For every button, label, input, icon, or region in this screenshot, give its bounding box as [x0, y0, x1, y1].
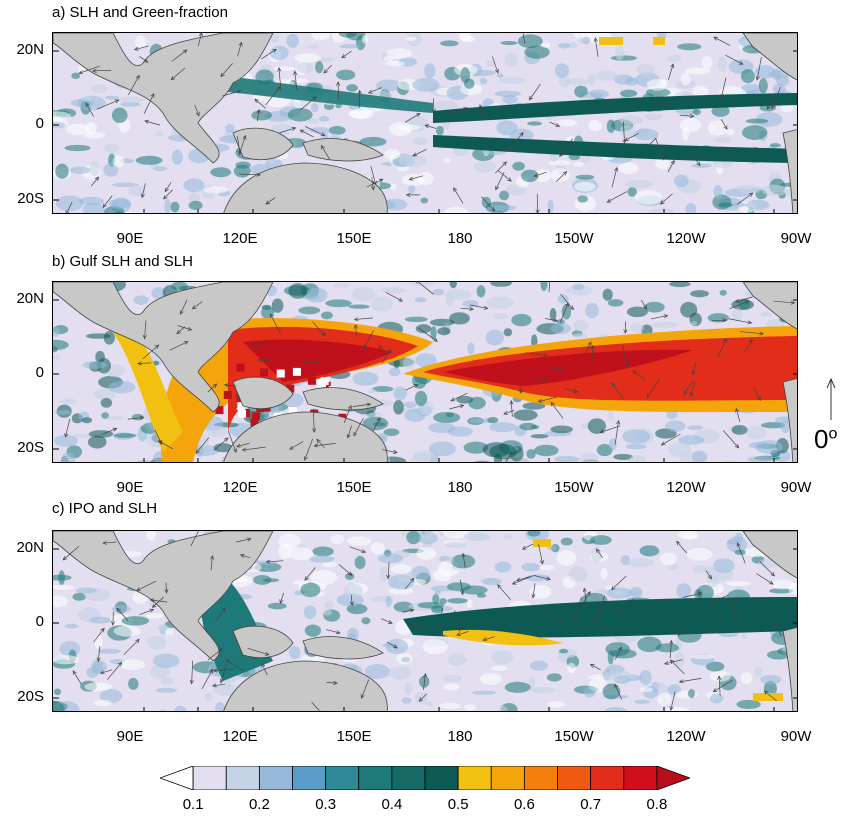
colorbar-swatch	[192, 766, 227, 790]
x-tick-label: 90W	[780, 230, 812, 247]
map-panel-c	[52, 530, 798, 712]
colorbar-tick-label: 0.5	[447, 796, 469, 813]
y-tick-label: 20S	[17, 439, 44, 456]
panel-b-title: b) Gulf SLH and SLH	[52, 253, 193, 270]
colorbar-swatch	[590, 766, 625, 790]
colorbar	[160, 766, 690, 790]
y-tick-label: 0	[35, 115, 44, 132]
x-tick-label: 90W	[780, 479, 812, 496]
x-tick-label: 150E	[336, 728, 372, 745]
colorbar-swatch	[490, 766, 525, 790]
colorbar-swatch	[623, 766, 658, 790]
y-tick-label: 20N	[16, 539, 44, 556]
colorbar-swatch	[523, 766, 558, 790]
x-tick-label: 120W	[666, 230, 706, 247]
colorbar-swatch	[325, 766, 360, 790]
colorbar-swatch	[225, 766, 260, 790]
colorbar-tick-label: 0.6	[513, 796, 535, 813]
x-tick-label: 90E	[116, 479, 144, 496]
x-tick-label: 180	[447, 728, 473, 745]
map-panel-a	[52, 32, 798, 214]
panel-c-title: c) IPO and SLH	[52, 500, 158, 517]
map-panel-b	[52, 281, 798, 463]
y-tick-label: 0	[35, 613, 44, 630]
x-tick-label: 150W	[554, 479, 594, 496]
y-tick-label: 20S	[17, 190, 44, 207]
y-tick-label: 20N	[16, 41, 44, 58]
colorbar-swatch	[457, 766, 492, 790]
colorbar-swatch	[292, 766, 327, 790]
x-tick-label: 150E	[336, 479, 372, 496]
colorbar-tick-label: 0.3	[315, 796, 337, 813]
colorbar-swatch	[656, 766, 690, 790]
colorbar-tick-label: 0.1	[182, 796, 204, 813]
panel-a-title: a) SLH and Green-fraction	[52, 4, 228, 21]
x-tick-label: 120E	[222, 479, 258, 496]
colorbar-swatch	[358, 766, 393, 790]
colorbar-swatch	[258, 766, 293, 790]
y-tick-label: 20S	[17, 688, 44, 705]
x-tick-label: 180	[447, 230, 473, 247]
x-tick-label: 90E	[116, 728, 144, 745]
colorbar-swatch	[424, 766, 459, 790]
colorbar-tick-label: 0.8	[646, 796, 668, 813]
colorbar-swatch	[160, 766, 194, 790]
x-tick-label: 150E	[336, 230, 372, 247]
x-tick-label: 150W	[554, 728, 594, 745]
reference-vector-arrow	[826, 377, 836, 420]
x-tick-label: 120W	[666, 728, 706, 745]
x-tick-label: 150W	[554, 230, 594, 247]
y-tick-label: 20N	[16, 290, 44, 307]
x-tick-label: 90W	[780, 728, 812, 745]
reference-vector-label: 0o	[814, 424, 838, 454]
x-tick-label: 180	[447, 479, 473, 496]
colorbar-tick-label: 0.4	[381, 796, 403, 813]
y-tick-label: 0	[35, 364, 44, 381]
x-tick-label: 90E	[116, 230, 144, 247]
colorbar-swatch	[391, 766, 426, 790]
x-tick-label: 120E	[222, 728, 258, 745]
colorbar-tick-label: 0.7	[580, 796, 602, 813]
colorbar-tick-label: 0.2	[248, 796, 270, 813]
x-tick-label: 120E	[222, 230, 258, 247]
colorbar-swatch	[557, 766, 592, 790]
x-tick-label: 120W	[666, 479, 706, 496]
